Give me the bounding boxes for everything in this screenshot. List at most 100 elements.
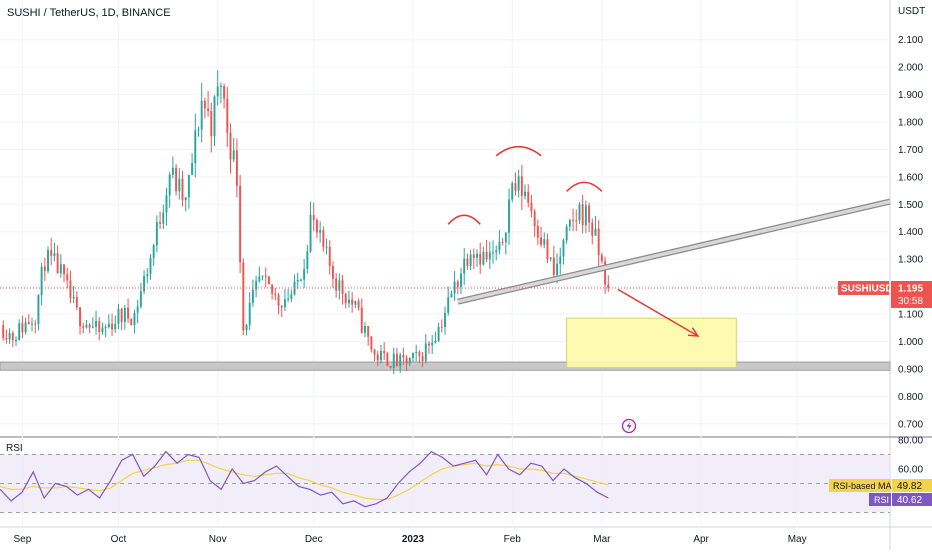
- candle-body: [485, 251, 488, 260]
- candle-body: [210, 111, 213, 137]
- candle-body: [261, 275, 264, 277]
- price-axis[interactable]: 2.100 2.000 1.900 1.800 1.700 1.600 1.500 1.400…: [898, 35, 923, 430]
- candle-body: [543, 239, 546, 245]
- candle-body: [184, 197, 187, 200]
- candle-body: [415, 352, 418, 354]
- rsi-lines[interactable]: [0, 450, 609, 508]
- candle-body: [319, 230, 322, 233]
- candle-body: [578, 204, 581, 221]
- candle-body: [322, 230, 325, 247]
- candle-body: [104, 327, 107, 329]
- candle-body: [27, 322, 30, 325]
- candle-body: [344, 293, 347, 304]
- candle-body: [53, 253, 56, 256]
- candle-body: [482, 251, 485, 265]
- candle-body: [444, 312, 446, 327]
- time-tick-label: Nov: [209, 534, 227, 545]
- candle-body: [466, 258, 469, 266]
- candle-body: [223, 85, 226, 99]
- candle-body: [360, 307, 363, 333]
- candle-body: [181, 178, 184, 200]
- candle-body: [389, 366, 392, 368]
- candle-body: [572, 219, 575, 221]
- rsi-panel-title[interactable]: RSI: [6, 443, 23, 454]
- candle-body: [405, 357, 408, 364]
- candle-body: [43, 266, 46, 272]
- symbol-label: SUSHIUSDT: [841, 283, 899, 294]
- candle-body: [72, 297, 75, 299]
- candle-body: [133, 312, 136, 326]
- candle-body: [562, 240, 565, 257]
- candle-body: [5, 337, 8, 340]
- candle-body: [604, 261, 607, 285]
- candle-body: [216, 86, 219, 97]
- candle-body: [463, 258, 466, 274]
- candle-body: [40, 266, 43, 296]
- price-tick-label: 1.700: [898, 145, 923, 156]
- candle-body: [440, 326, 443, 328]
- candle-body: [200, 100, 203, 130]
- candle-body: [498, 241, 501, 251]
- time-axis[interactable]: Sep Oct Nov Dec 2023 Feb Mar Apr May: [14, 534, 807, 545]
- candle-body: [565, 226, 568, 241]
- pattern-arc: [447, 214, 481, 225]
- candle-body: [207, 108, 210, 112]
- bar-countdown: 30:58: [898, 296, 923, 307]
- candle-body: [556, 263, 559, 275]
- price-tick-label: 1.800: [898, 118, 923, 129]
- price-label-box: [891, 280, 932, 308]
- time-tick-label: 2023: [402, 534, 425, 545]
- candle-body: [303, 268, 306, 280]
- candle-body: [50, 250, 53, 256]
- candle-body: [274, 293, 277, 296]
- candle-body: [434, 341, 437, 343]
- candle-body: [431, 342, 434, 346]
- candle-body: [338, 280, 341, 291]
- candle-body: [399, 354, 402, 367]
- candle-body: [364, 326, 366, 333]
- time-tick-label: Oct: [111, 534, 127, 545]
- candle-body: [376, 354, 379, 361]
- candle-body: [520, 176, 523, 196]
- candle-body: [472, 254, 475, 258]
- candle-body: [191, 163, 194, 175]
- candle-body: [559, 256, 562, 264]
- symbol-label-box: [838, 280, 889, 295]
- time-tick-label: Feb: [504, 534, 522, 545]
- symbol-title[interactable]: SUSHI / TetherUS, 1D, BINANCE: [7, 7, 171, 19]
- neckline-inner: [457, 199, 891, 304]
- candle-body: [47, 250, 49, 272]
- candle-body: [511, 183, 514, 200]
- candle-body: [168, 174, 171, 196]
- price-tick-label: 1.000: [898, 337, 923, 348]
- candle-body: [162, 212, 165, 224]
- pattern-arc: [495, 145, 542, 157]
- candle-body: [594, 228, 597, 236]
- candle-body: [536, 226, 539, 238]
- candle-body: [34, 323, 37, 325]
- candle-body: [136, 306, 139, 313]
- time-tick-label: Mar: [593, 534, 611, 545]
- candle-body: [82, 326, 85, 328]
- lightning-icon[interactable]: [621, 418, 637, 434]
- candle-body: [280, 305, 283, 308]
- candle-body: [69, 280, 72, 299]
- time-tick-label: Apr: [693, 534, 709, 545]
- candle-body: [331, 266, 334, 279]
- price-tick-label: 0.800: [898, 392, 923, 403]
- candle-body: [530, 202, 533, 212]
- candles[interactable]: [2, 70, 610, 375]
- last-price-tag: SUSHIUSDT 1.195 30:58: [0, 280, 932, 308]
- candle-body: [18, 323, 21, 340]
- candle-body: [341, 280, 344, 294]
- time-tick-label: May: [788, 534, 807, 545]
- candle-body: [213, 96, 216, 137]
- candle-body: [283, 299, 286, 308]
- candle-body: [95, 320, 98, 327]
- candle-body: [370, 336, 373, 350]
- support-zone: [0, 361, 891, 371]
- candle-body: [152, 245, 155, 258]
- candle-body: [540, 237, 543, 245]
- candle-body: [351, 299, 354, 305]
